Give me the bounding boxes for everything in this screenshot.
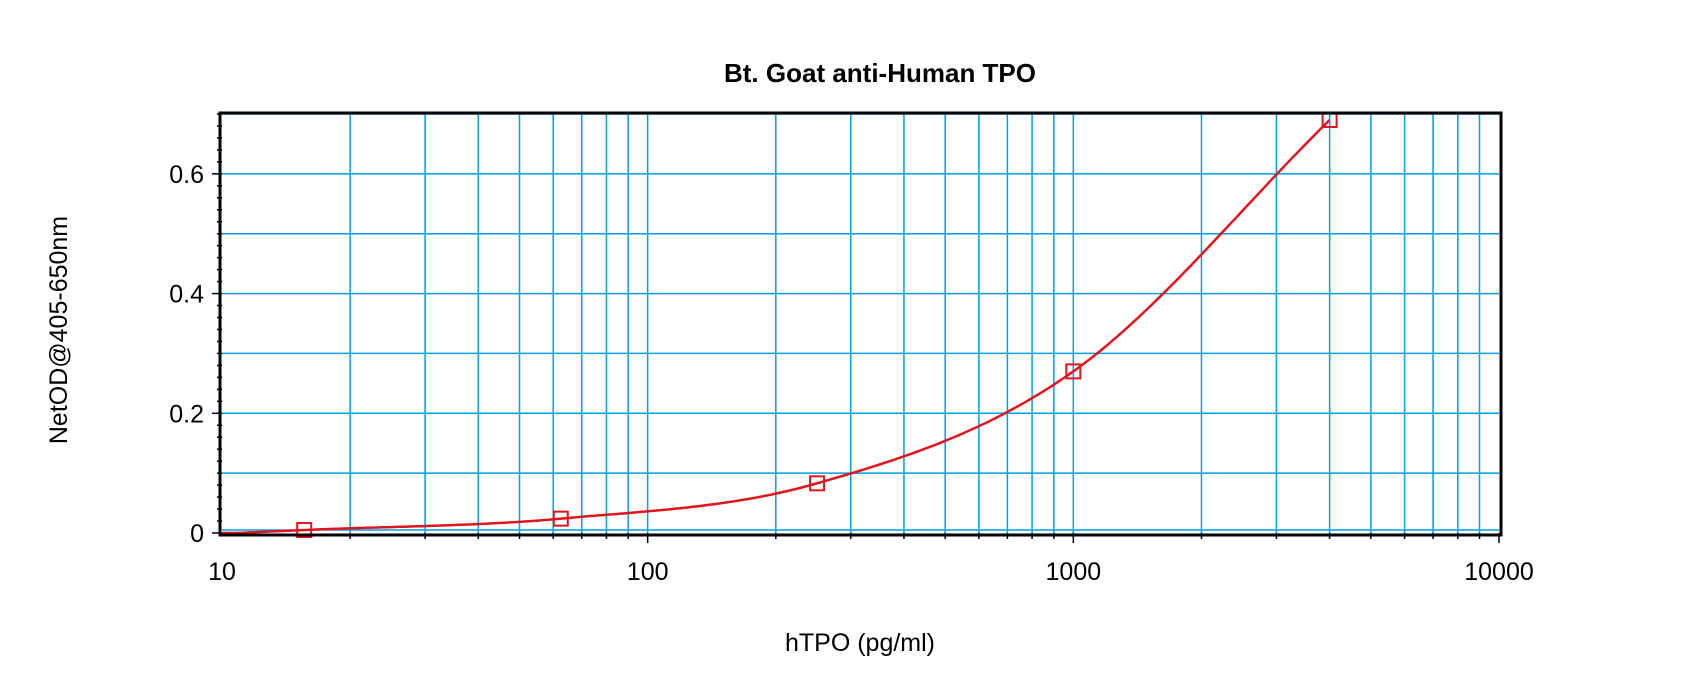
- y-tick-labels: 0 0.2 0.4 0.6: [169, 161, 204, 548]
- x-tick-label: 10: [208, 558, 236, 586]
- data-point: [809, 475, 826, 492]
- ticks: [212, 113, 1500, 543]
- fit-curve-layer: [222, 119, 1331, 535]
- x-tick-label: 100: [627, 558, 669, 586]
- data-point: [296, 522, 313, 539]
- y-tick-label: 0.6: [169, 161, 204, 189]
- data-point: [1065, 363, 1082, 380]
- x-axis-label: hTPO (pg/ml): [785, 629, 935, 657]
- grid: [222, 113, 1499, 533]
- data-point: [552, 510, 569, 527]
- y-tick-label: 0: [190, 520, 204, 548]
- x-tick-labels: 10 100 1000 10000: [208, 558, 1534, 586]
- x-tick-label: 1000: [1046, 558, 1102, 586]
- y-axis-label: NetOD@405-650nm: [45, 216, 73, 444]
- y-tick-label: 0.2: [169, 400, 204, 428]
- chart-title: Bt. Goat anti-Human TPO: [724, 58, 1036, 88]
- fit-curve: [222, 119, 1331, 535]
- x-tick-label: 10000: [1464, 558, 1534, 586]
- plot-frame: [218, 111, 1503, 537]
- y-tick-label: 0.4: [169, 281, 204, 309]
